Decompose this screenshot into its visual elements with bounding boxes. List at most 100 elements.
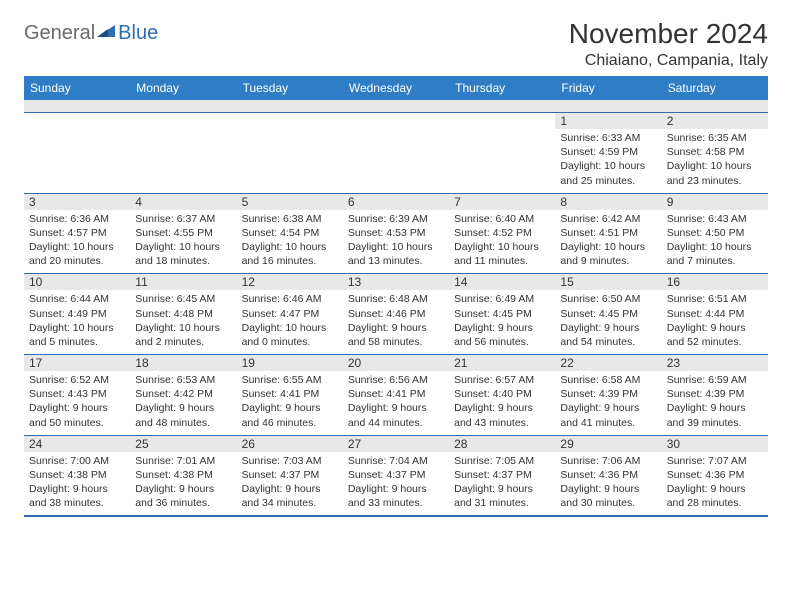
day-cell	[24, 113, 130, 193]
day-details: Sunrise: 7:00 AMSunset: 4:38 PMDaylight:…	[29, 454, 125, 511]
day-cell: 18Sunrise: 6:53 AMSunset: 4:42 PMDayligh…	[130, 355, 236, 435]
day-cell: 15Sunrise: 6:50 AMSunset: 4:45 PMDayligh…	[555, 274, 661, 354]
day-details: Sunrise: 6:42 AMSunset: 4:51 PMDaylight:…	[560, 212, 656, 269]
day-number: 14	[449, 274, 555, 290]
day-number: 11	[130, 274, 236, 290]
day-details: Sunrise: 6:45 AMSunset: 4:48 PMDaylight:…	[135, 292, 231, 349]
day-number: 3	[24, 194, 130, 210]
day-number: 13	[343, 274, 449, 290]
day-cell: 8 Sunrise: 6:42 AMSunset: 4:51 PMDaylight…	[555, 194, 661, 274]
day-header: Saturday	[662, 76, 768, 100]
day-number: 16	[662, 274, 768, 290]
day-cell	[449, 113, 555, 193]
calendar: SundayMondayTuesdayWednesdayThursdayFrid…	[24, 76, 768, 517]
day-header: Friday	[555, 76, 661, 100]
day-details: Sunrise: 7:06 AMSunset: 4:36 PMDaylight:…	[560, 454, 656, 511]
header: General Blue November 2024 Chiaiano, Cam…	[24, 18, 768, 70]
month-title: November 2024	[569, 18, 768, 50]
day-details: Sunrise: 6:49 AMSunset: 4:45 PMDaylight:…	[454, 292, 550, 349]
week-row: 1 Sunrise: 6:33 AMSunset: 4:59 PMDaylight…	[24, 112, 768, 193]
day-details: Sunrise: 6:44 AMSunset: 4:49 PMDaylight:…	[29, 292, 125, 349]
day-details: Sunrise: 6:40 AMSunset: 4:52 PMDaylight:…	[454, 212, 550, 269]
day-header-row: SundayMondayTuesdayWednesdayThursdayFrid…	[24, 76, 768, 100]
day-number: 4	[130, 194, 236, 210]
day-cell	[237, 113, 343, 193]
day-cell: 3Sunrise: 6:36 AMSunset: 4:57 PMDaylight…	[24, 194, 130, 274]
logo-text-blue: Blue	[118, 22, 158, 45]
logo-text-general: General	[24, 22, 95, 45]
day-cell: 14 Sunrise: 6:49 AMSunset: 4:45 PMDayligh…	[449, 274, 555, 354]
day-cell: 24Sunrise: 7:00 AMSunset: 4:38 PMDayligh…	[24, 436, 130, 516]
day-details: Sunrise: 6:55 AMSunset: 4:41 PMDaylight:…	[242, 373, 338, 430]
day-number: 21	[449, 355, 555, 371]
day-details: Sunrise: 6:39 AMSunset: 4:53 PMDaylight:…	[348, 212, 444, 269]
day-number: 22	[555, 355, 661, 371]
day-details: Sunrise: 6:38 AMSunset: 4:54 PMDaylight:…	[242, 212, 338, 269]
day-cell: 7Sunrise: 6:40 AMSunset: 4:52 PMDaylight…	[449, 194, 555, 274]
day-details: Sunrise: 7:01 AMSunset: 4:38 PMDaylight:…	[135, 454, 231, 511]
day-number: 17	[24, 355, 130, 371]
day-number: 20	[343, 355, 449, 371]
day-details: Sunrise: 6:59 AMSunset: 4:39 PMDaylight:…	[667, 373, 763, 430]
day-header: Tuesday	[237, 76, 343, 100]
day-cell	[130, 113, 236, 193]
day-cell: 20 Sunrise: 6:56 AMSunset: 4:41 PMDayligh…	[343, 355, 449, 435]
day-number: 5	[237, 194, 343, 210]
day-details: Sunrise: 6:37 AMSunset: 4:55 PMDaylight:…	[135, 212, 231, 269]
day-cell: 27 Sunrise: 7:04 AMSunset: 4:37 PMDayligh…	[343, 436, 449, 516]
day-details: Sunrise: 6:33 AMSunset: 4:59 PMDaylight:…	[560, 131, 656, 188]
day-number: 28	[449, 436, 555, 452]
day-number: 10	[24, 274, 130, 290]
day-cell: 12Sunrise: 6:46 AMSunset: 4:47 PMDayligh…	[237, 274, 343, 354]
day-number: 25	[130, 436, 236, 452]
logo: General Blue	[24, 22, 158, 45]
day-number: 8	[555, 194, 661, 210]
day-details: Sunrise: 6:35 AMSunset: 4:58 PMDaylight:…	[667, 131, 763, 188]
day-details: Sunrise: 7:05 AMSunset: 4:37 PMDaylight:…	[454, 454, 550, 511]
day-cell: 19 Sunrise: 6:55 AMSunset: 4:41 PMDayligh…	[237, 355, 343, 435]
week-row: 3Sunrise: 6:36 AMSunset: 4:57 PMDaylight…	[24, 193, 768, 274]
location: Chiaiano, Campania, Italy	[569, 52, 768, 70]
day-header: Thursday	[449, 76, 555, 100]
day-number: 26	[237, 436, 343, 452]
day-cell: 30 Sunrise: 7:07 AMSunset: 4:36 PMDayligh…	[662, 436, 768, 516]
day-details: Sunrise: 6:58 AMSunset: 4:39 PMDaylight:…	[560, 373, 656, 430]
day-details: Sunrise: 6:56 AMSunset: 4:41 PMDaylight:…	[348, 373, 444, 430]
day-cell: 28 Sunrise: 7:05 AMSunset: 4:37 PMDayligh…	[449, 436, 555, 516]
day-details: Sunrise: 6:43 AMSunset: 4:50 PMDaylight:…	[667, 212, 763, 269]
day-header: Monday	[130, 76, 236, 100]
day-number: 19	[237, 355, 343, 371]
day-number: 1	[555, 113, 661, 129]
day-number: 27	[343, 436, 449, 452]
day-cell: 13 Sunrise: 6:48 AMSunset: 4:46 PMDayligh…	[343, 274, 449, 354]
day-details: Sunrise: 6:57 AMSunset: 4:40 PMDaylight:…	[454, 373, 550, 430]
day-header: Sunday	[24, 76, 130, 100]
day-number: 30	[662, 436, 768, 452]
day-cell: 29Sunrise: 7:06 AMSunset: 4:36 PMDayligh…	[555, 436, 661, 516]
week-row: 24Sunrise: 7:00 AMSunset: 4:38 PMDayligh…	[24, 435, 768, 516]
day-cell: 25 Sunrise: 7:01 AMSunset: 4:38 PMDayligh…	[130, 436, 236, 516]
day-number: 9	[662, 194, 768, 210]
day-cell: 23 Sunrise: 6:59 AMSunset: 4:39 PMDayligh…	[662, 355, 768, 435]
day-cell: 17Sunrise: 6:52 AMSunset: 4:43 PMDayligh…	[24, 355, 130, 435]
day-details: Sunrise: 7:04 AMSunset: 4:37 PMDaylight:…	[348, 454, 444, 511]
week-row: 17Sunrise: 6:52 AMSunset: 4:43 PMDayligh…	[24, 354, 768, 435]
day-details: Sunrise: 6:50 AMSunset: 4:45 PMDaylight:…	[560, 292, 656, 349]
day-number: 6	[343, 194, 449, 210]
day-cell: 26 Sunrise: 7:03 AMSunset: 4:37 PMDayligh…	[237, 436, 343, 516]
day-header: Wednesday	[343, 76, 449, 100]
spacer-row	[24, 100, 768, 112]
day-cell: 4 Sunrise: 6:37 AMSunset: 4:55 PMDaylight…	[130, 194, 236, 274]
day-details: Sunrise: 7:03 AMSunset: 4:37 PMDaylight:…	[242, 454, 338, 511]
day-number: 2	[662, 113, 768, 129]
day-cell: 11 Sunrise: 6:45 AMSunset: 4:48 PMDayligh…	[130, 274, 236, 354]
day-cell: 9 Sunrise: 6:43 AMSunset: 4:50 PMDaylight…	[662, 194, 768, 274]
day-cell: 10 Sunrise: 6:44 AMSunset: 4:49 PMDayligh…	[24, 274, 130, 354]
day-details: Sunrise: 7:07 AMSunset: 4:36 PMDaylight:…	[667, 454, 763, 511]
day-number: 23	[662, 355, 768, 371]
day-cell: 2 Sunrise: 6:35 AMSunset: 4:58 PMDaylight…	[662, 113, 768, 193]
day-details: Sunrise: 6:48 AMSunset: 4:46 PMDaylight:…	[348, 292, 444, 349]
day-details: Sunrise: 6:46 AMSunset: 4:47 PMDaylight:…	[242, 292, 338, 349]
day-cell	[343, 113, 449, 193]
day-number: 18	[130, 355, 236, 371]
